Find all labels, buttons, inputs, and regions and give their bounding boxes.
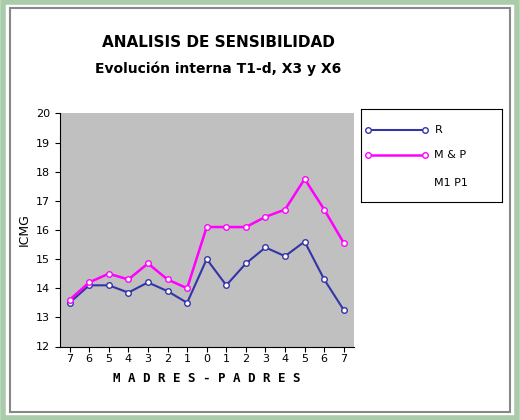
Text: R: R — [434, 124, 442, 134]
Text: M1 P1: M1 P1 — [434, 178, 469, 188]
Text: Evolución interna T1-d, X3 y X6: Evolución interna T1-d, X3 y X6 — [95, 61, 342, 76]
Text: ANALISIS DE SENSIBILIDAD: ANALISIS DE SENSIBILIDAD — [102, 35, 335, 50]
Text: M & P: M & P — [434, 150, 466, 160]
X-axis label: M A D R E S - P A D R E S: M A D R E S - P A D R E S — [113, 373, 301, 386]
Y-axis label: ICMG: ICMG — [17, 213, 30, 247]
